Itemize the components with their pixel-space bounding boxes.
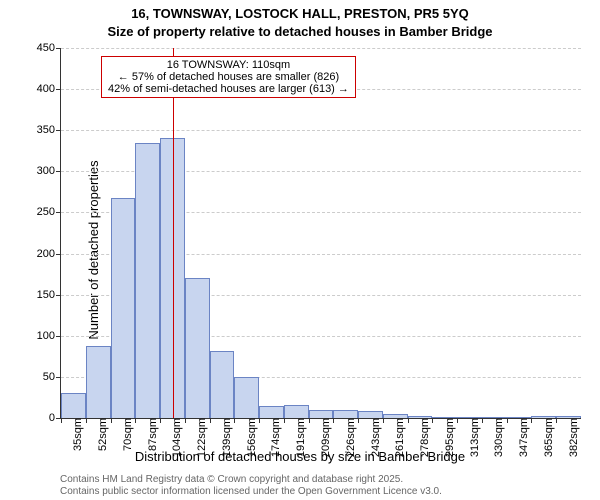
xtick-mark (556, 418, 557, 423)
ytick-label: 100 (37, 330, 61, 342)
histogram-bar (284, 405, 309, 418)
xtick-label: 70sqm (120, 418, 134, 451)
chart-container: 16, TOWNSWAY, LOSTOCK HALL, PRESTON, PR5… (0, 0, 600, 500)
annotation-line: ← 57% of detached houses are smaller (82… (108, 71, 349, 83)
histogram-bar (234, 377, 259, 418)
annotation-line: 42% of semi-detached houses are larger (… (108, 83, 349, 95)
xtick-mark (284, 418, 285, 423)
ytick-label: 400 (37, 83, 61, 95)
xtick-label: 52sqm (95, 418, 109, 451)
histogram-bar (333, 410, 358, 418)
xtick-mark (160, 418, 161, 423)
xtick-mark (61, 418, 62, 423)
xtick-mark (531, 418, 532, 423)
xtick-mark (135, 418, 136, 423)
xtick-mark (457, 418, 458, 423)
histogram-bar (86, 346, 111, 418)
xtick-mark (482, 418, 483, 423)
property-marker-line (173, 48, 174, 418)
xtick-mark (507, 418, 508, 423)
histogram-bar (61, 393, 86, 418)
ytick-label: 200 (37, 248, 61, 260)
ytick-label: 300 (37, 165, 61, 177)
ytick-label: 50 (43, 371, 61, 383)
xtick-label: 87sqm (145, 418, 159, 451)
x-axis-label: Distribution of detached houses by size … (0, 449, 600, 464)
grid-line (61, 130, 581, 131)
xtick-mark (408, 418, 409, 423)
histogram-bar (135, 143, 160, 418)
histogram-bar (185, 278, 210, 418)
ytick-label: 350 (37, 124, 61, 136)
ytick-label: 0 (49, 412, 61, 424)
xtick-mark (210, 418, 211, 423)
xtick-mark (111, 418, 112, 423)
ytick-label: 450 (37, 42, 61, 54)
plot-area: 05010015020025030035040045035sqm52sqm70s… (60, 48, 581, 419)
xtick-mark (309, 418, 310, 423)
xtick-mark (333, 418, 334, 423)
xtick-mark (86, 418, 87, 423)
xtick-mark (432, 418, 433, 423)
footer-line1: Contains HM Land Registry data © Crown c… (60, 474, 442, 486)
annotation-box: 16 TOWNSWAY: 110sqm← 57% of detached hou… (101, 56, 356, 98)
histogram-bar (210, 351, 235, 418)
chart-footer: Contains HM Land Registry data © Crown c… (60, 474, 442, 498)
histogram-bar (111, 198, 136, 418)
chart-title-line1: 16, TOWNSWAY, LOSTOCK HALL, PRESTON, PR5… (0, 6, 600, 21)
xtick-mark (358, 418, 359, 423)
chart-title-line2: Size of property relative to detached ho… (0, 24, 600, 39)
xtick-mark (185, 418, 186, 423)
ytick-label: 150 (37, 289, 61, 301)
histogram-bar (259, 406, 284, 418)
footer-line2: Contains public sector information licen… (60, 486, 442, 498)
xtick-mark (259, 418, 260, 423)
grid-line (61, 48, 581, 49)
xtick-label: 35sqm (70, 418, 84, 451)
xtick-mark (234, 418, 235, 423)
annotation-title: 16 TOWNSWAY: 110sqm (108, 59, 349, 71)
ytick-label: 250 (37, 206, 61, 218)
histogram-bar (309, 410, 334, 418)
xtick-mark (383, 418, 384, 423)
